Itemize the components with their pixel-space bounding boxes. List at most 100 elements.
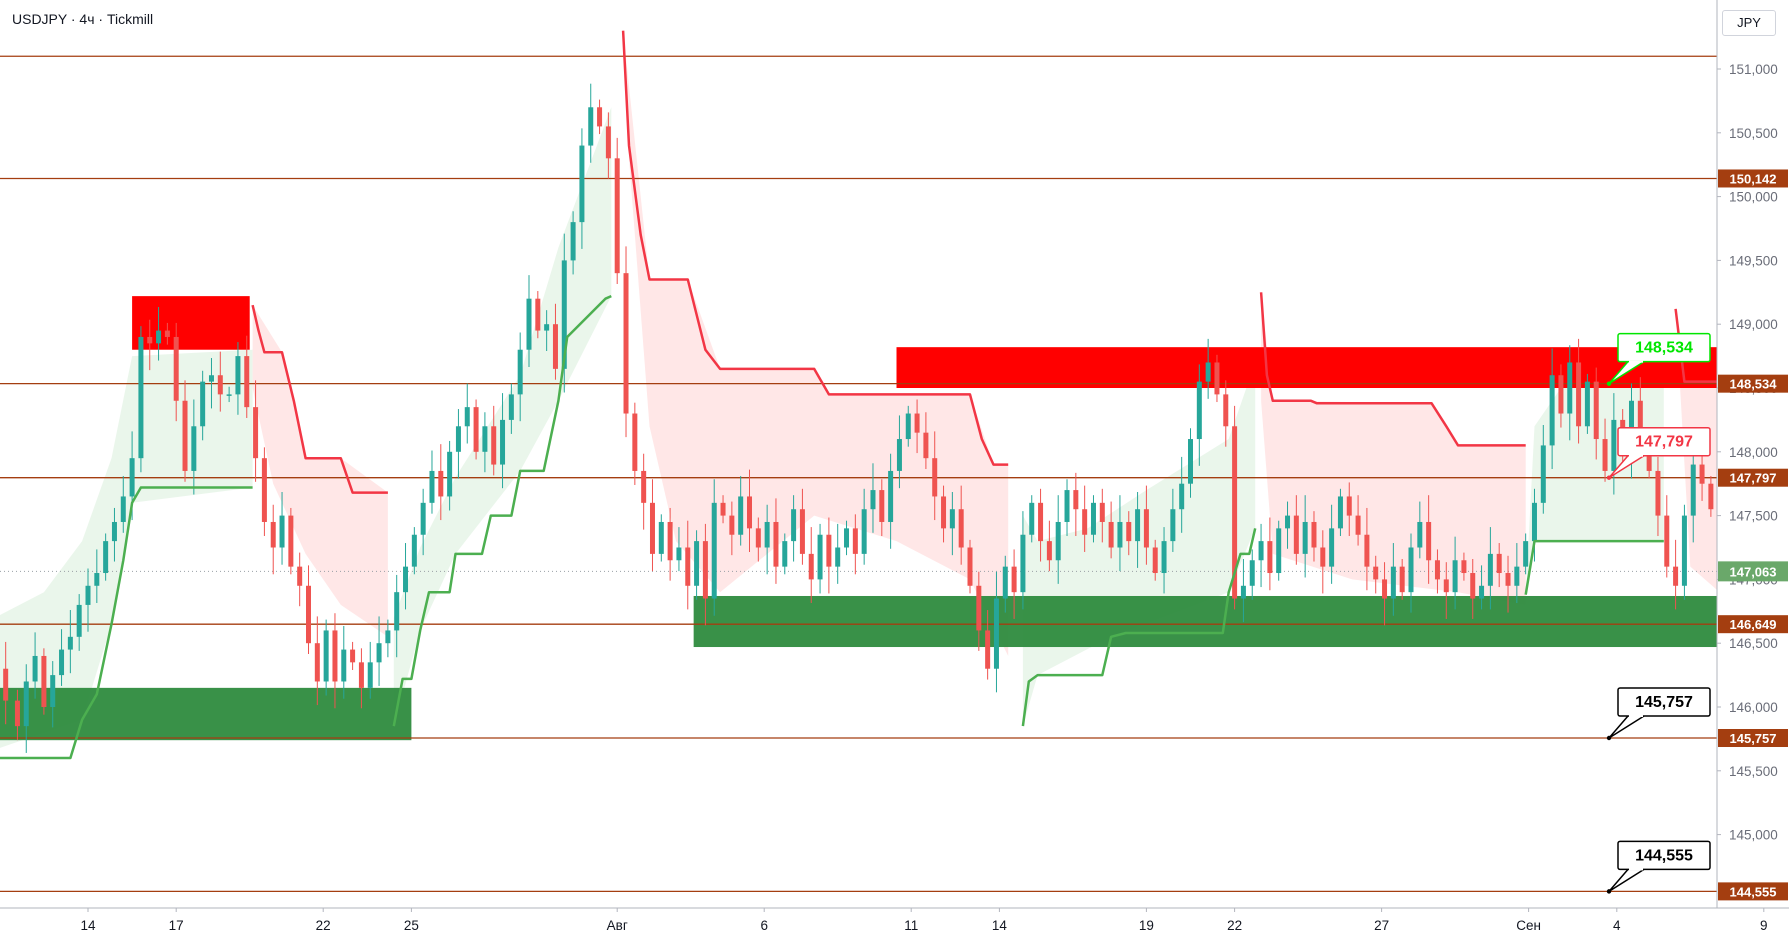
x-tick-label: 14: [992, 918, 1008, 933]
candle-body: [1002, 566, 1008, 599]
x-tick-label: 22: [1227, 918, 1242, 933]
candle-body: [306, 585, 311, 644]
candle-body: [976, 585, 982, 631]
candle-body: [438, 470, 444, 497]
candle-body: [191, 426, 197, 471]
candle-body: [3, 668, 9, 701]
level-badge: [1718, 468, 1788, 487]
candle-body: [1311, 521, 1317, 548]
level-badge-text: 148,534: [1730, 377, 1778, 392]
candle-body: [720, 502, 726, 516]
y-tick-label: 148,000: [1729, 445, 1778, 460]
candle-body: [755, 528, 761, 548]
candle-body: [1655, 470, 1661, 516]
candle-body: [1514, 566, 1520, 586]
candle-body: [1108, 521, 1114, 548]
candle-body: [447, 451, 453, 497]
candle-body: [1576, 362, 1582, 427]
level-badge-text: 144,555: [1730, 884, 1777, 899]
callout-text: 147,797: [1635, 434, 1693, 451]
candle-body: [1452, 560, 1458, 593]
stop-fill-red: [1261, 292, 1526, 605]
candle-body: [623, 273, 629, 414]
candle-body: [420, 502, 426, 535]
candle-body: [544, 324, 550, 331]
candle-body: [1276, 528, 1282, 574]
candle-body: [1285, 515, 1291, 529]
candle-body: [173, 336, 179, 401]
candle-body: [1293, 515, 1299, 554]
y-tick-label: 146,000: [1729, 700, 1778, 715]
candle-body: [1408, 547, 1414, 593]
candle-body: [711, 502, 717, 599]
x-tick-label: Авг: [607, 918, 628, 933]
candle-body: [394, 592, 400, 631]
level-badge: [1718, 169, 1788, 188]
candle-body: [164, 330, 170, 337]
candle-body: [1479, 585, 1485, 599]
candle-body: [791, 509, 797, 542]
candle-body: [817, 534, 823, 580]
candle-body: [288, 515, 294, 567]
candle-body: [685, 547, 691, 586]
candle-body: [579, 145, 585, 223]
candle-body: [561, 260, 567, 369]
candle-body: [508, 394, 514, 420]
candle-body: [1337, 496, 1343, 529]
candle-body: [1664, 515, 1670, 567]
callout-anchor: [1606, 475, 1612, 480]
candle-body: [526, 298, 532, 350]
candle-body: [50, 675, 56, 707]
candle-body: [676, 547, 682, 561]
candle-body: [59, 649, 65, 676]
stop-line-red: [1259, 292, 1526, 447]
x-tick-label: 11: [904, 918, 918, 933]
candle-body: [570, 222, 576, 261]
y-tick-label: 150,500: [1729, 126, 1778, 141]
candle-body: [147, 336, 153, 344]
candle-body: [129, 458, 135, 497]
candle-body: [1558, 375, 1564, 414]
x-tick-label: 22: [316, 918, 331, 933]
stop-fill-red: [252, 305, 388, 637]
candle-body: [1249, 560, 1255, 586]
callout-text: 145,757: [1635, 694, 1693, 711]
candlestick-series: [3, 83, 1789, 753]
candle-body: [1170, 509, 1176, 542]
candle-body: [993, 598, 999, 669]
x-tick-label: 9: [1760, 918, 1768, 933]
candle-body: [200, 381, 206, 427]
candle-body: [535, 298, 541, 331]
candle-body: [41, 655, 47, 707]
candle-body: [23, 681, 29, 727]
currency-button[interactable]: JPY: [1722, 10, 1776, 36]
candle-body: [1523, 541, 1529, 567]
candle-body: [852, 528, 858, 554]
candle-body: [1496, 553, 1502, 574]
stop-fill-red: [623, 30, 1009, 656]
candle-body: [455, 426, 461, 452]
candle-body: [314, 643, 320, 682]
candle-body: [1487, 553, 1493, 586]
candle-body: [1540, 445, 1546, 503]
callout-anchor: [1606, 381, 1612, 386]
candle-body: [517, 349, 523, 395]
callout-box: [1617, 332, 1711, 363]
candle-body: [1196, 381, 1202, 440]
candle-body: [552, 324, 558, 369]
candle-body: [1690, 464, 1696, 516]
x-tick-label: 6: [760, 918, 768, 933]
candle-body: [1011, 566, 1017, 593]
y-tick-label: 146,500: [1729, 636, 1778, 651]
candle-body: [1117, 521, 1123, 548]
candle-body: [1593, 381, 1599, 440]
callout-anchor: [1606, 735, 1612, 741]
candle-body: [403, 566, 409, 593]
candle-body: [297, 566, 303, 586]
candle-body: [1567, 362, 1573, 414]
candle-body: [879, 490, 885, 522]
candle-body: [641, 470, 647, 503]
candle-body: [1038, 502, 1044, 542]
candle-body: [764, 521, 770, 548]
